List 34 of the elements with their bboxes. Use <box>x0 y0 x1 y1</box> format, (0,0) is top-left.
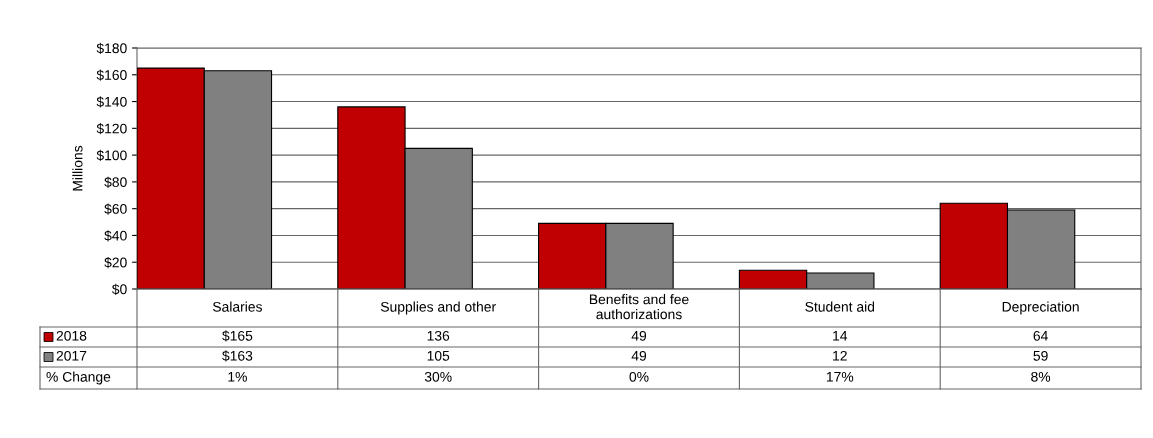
data-label: 14 <box>833 331 848 341</box>
y-tick-label: $80 <box>104 176 127 188</box>
data-label: 105 <box>427 350 450 361</box>
data-label: 64 <box>1033 330 1048 341</box>
y-tick-label: $60 <box>104 203 127 215</box>
text: 17% <box>826 371 854 382</box>
y-tick-label: $120 <box>96 123 127 135</box>
x-tick-label: Salaries <box>212 301 262 312</box>
text: 30% <box>424 371 452 382</box>
text: 8% <box>1031 371 1051 382</box>
data-label: 59 <box>1033 350 1048 361</box>
y-tick-label: $160 <box>96 69 127 81</box>
x-tick-label: Benefits and fee authorizations <box>589 294 689 320</box>
legend-label: 2017 <box>56 350 87 361</box>
y-tick-label: $100 <box>96 149 127 162</box>
text: 0% <box>629 371 649 382</box>
y-tick-label: $140 <box>96 96 127 108</box>
y-tick-label: $0 <box>111 283 127 295</box>
y-axis-title: Millions <box>72 145 83 191</box>
data-label: $163 <box>222 350 253 362</box>
x-tick-label: Depreciation <box>1002 301 1079 315</box>
y-tick-label: $20 <box>104 256 127 269</box>
text: % Change <box>46 371 111 385</box>
data-label: 12 <box>833 350 847 361</box>
x-tick-label: Supplies and other <box>380 301 496 315</box>
x-tick-label: Student aid <box>805 301 875 312</box>
y-tick-label: $180 <box>96 42 127 54</box>
data-label: $165 <box>222 330 253 342</box>
data-label: 49 <box>631 350 647 361</box>
legend-label: 2018 <box>56 330 87 341</box>
data-label: 49 <box>631 330 647 341</box>
y-tick-label: $40 <box>104 230 127 242</box>
text: 1% <box>228 371 247 382</box>
data-label: 136 <box>427 330 450 341</box>
